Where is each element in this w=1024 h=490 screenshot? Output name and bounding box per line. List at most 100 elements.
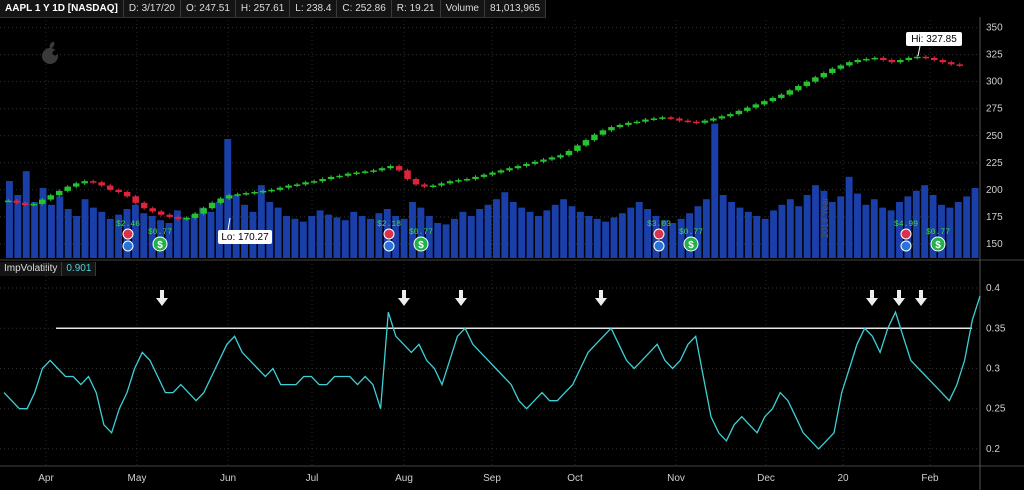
volume-bar [190,214,198,258]
candle [735,110,743,115]
candle [820,73,828,78]
iv-tick-label: 0.25 [986,404,1006,415]
candle [30,203,37,206]
candle [38,199,46,204]
volume-bar [409,202,416,258]
volume-bar [887,210,895,258]
volume-bar [702,199,710,258]
volume-bar [770,210,777,258]
candle [412,179,420,185]
volume-bar [22,171,30,258]
volume-bar [526,211,534,258]
lo-callout-box [218,230,272,244]
candle [132,196,139,203]
arrow-shaft [459,290,463,299]
candle [225,195,233,199]
arrow-shaft [870,290,874,299]
iv-tick-label: 0.4 [986,283,1000,294]
candle [489,172,496,175]
price-tick-label: 325 [986,50,1003,61]
candle [752,104,760,108]
earnings-icon [383,228,395,240]
volume-bar [165,223,173,258]
volume-bar [299,221,307,258]
dividend-label: $2.18 [377,220,401,229]
candle [242,193,250,195]
arrow-shaft [160,290,164,299]
candle [395,166,403,171]
volume-bar [39,188,47,258]
candle [846,62,853,66]
volume-bar [593,218,601,258]
study-name[interactable]: ImpVolatility [0,262,63,276]
candle [404,170,411,180]
candle [21,202,29,205]
volume-bar [694,206,702,258]
candle [378,168,386,171]
volume-bar [618,213,626,258]
candle [778,94,785,98]
candle [310,181,318,183]
volume-bar [392,216,400,258]
volume-bar [467,216,475,258]
volume-readout: 81,013,965 [485,0,547,17]
candle [650,118,658,120]
price-tick-label: 175 [986,212,1003,223]
arrow-down-icon [398,290,410,306]
candle [344,173,352,176]
candle [557,155,564,158]
volume-bar [786,199,794,258]
candle [446,181,454,184]
volume-bar [585,216,593,258]
candle [854,60,862,63]
hi-callout-box [906,32,962,46]
volume-bar [660,220,668,258]
candle [98,182,105,186]
earnings-icon [900,228,912,240]
candle [514,166,522,169]
candle [174,216,182,220]
candle [370,170,377,172]
arrow-head [893,298,905,306]
volume-bar [946,207,954,258]
lo-callout: Lo: 170.27 [218,217,272,244]
volume-bar [106,218,114,258]
volume-bar [711,123,719,258]
month-tick-label: Jul [306,473,319,484]
symbol-label[interactable]: AAPL 1 Y 1D [NASDAQ] [0,0,124,17]
hi-callout-pointer [917,45,921,57]
candle [931,57,938,61]
candle [480,174,488,177]
study-value: 0.901 [62,262,97,276]
candle [914,56,921,59]
lo-callout-pointer [227,217,231,231]
candle [701,120,709,123]
volume-bar [954,202,962,258]
price-tick-label: 250 [986,131,1003,142]
volume-bar [31,202,39,258]
volume-bar [98,211,106,258]
dividend-dollar-icon: $ [688,240,694,251]
candle [667,117,675,119]
volume-bar [358,216,366,258]
candle [319,179,326,182]
candle [251,192,258,194]
candle [191,213,199,218]
arrow-shaft [402,290,406,299]
earnings-event: $4.99 $0.77 $ [894,220,950,252]
candle [81,181,88,184]
volume-bar [627,207,635,258]
candle [693,121,700,124]
volume-bar [283,216,290,258]
earnings-event: $3.03 $0.77 $ [647,220,703,252]
volume-bar [635,202,643,258]
volume-bar [677,218,685,258]
volume-bar [812,185,819,258]
volume-bar [736,207,744,258]
candle [5,200,12,203]
arrow-down-icon [455,290,467,306]
candle [268,189,275,192]
candle [353,172,360,175]
candle [922,56,930,59]
